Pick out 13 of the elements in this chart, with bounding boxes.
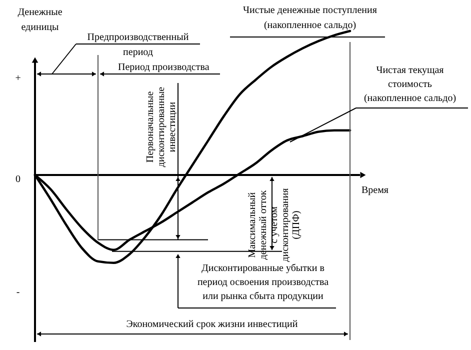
x-axis-title: Время (361, 185, 389, 196)
text: 0 (16, 174, 20, 185)
annotation: Максимальный денежный отток с учетом дисконтирования (ДПФ) (247, 188, 302, 262)
annotation: Первоначальные дисконтированные инвестиции (145, 86, 178, 168)
annotation: Предпроизводственный период (87, 32, 190, 58)
text: Дисконтированные убытки в период освоения производства или рынка сбыта продукции (197, 263, 330, 302)
annotation: Период производства (118, 62, 210, 73)
text: Экономический срок жизни инвестиций (126, 319, 298, 330)
text: Чистая текущая стоимость (накопленное сальдо) (364, 65, 456, 104)
text: Чистые денежные поступления (накопленное сальдо) (243, 5, 378, 31)
text: - (16, 287, 20, 298)
y-axis-title: Денежные единицы (18, 7, 63, 33)
text: + (15, 73, 22, 84)
